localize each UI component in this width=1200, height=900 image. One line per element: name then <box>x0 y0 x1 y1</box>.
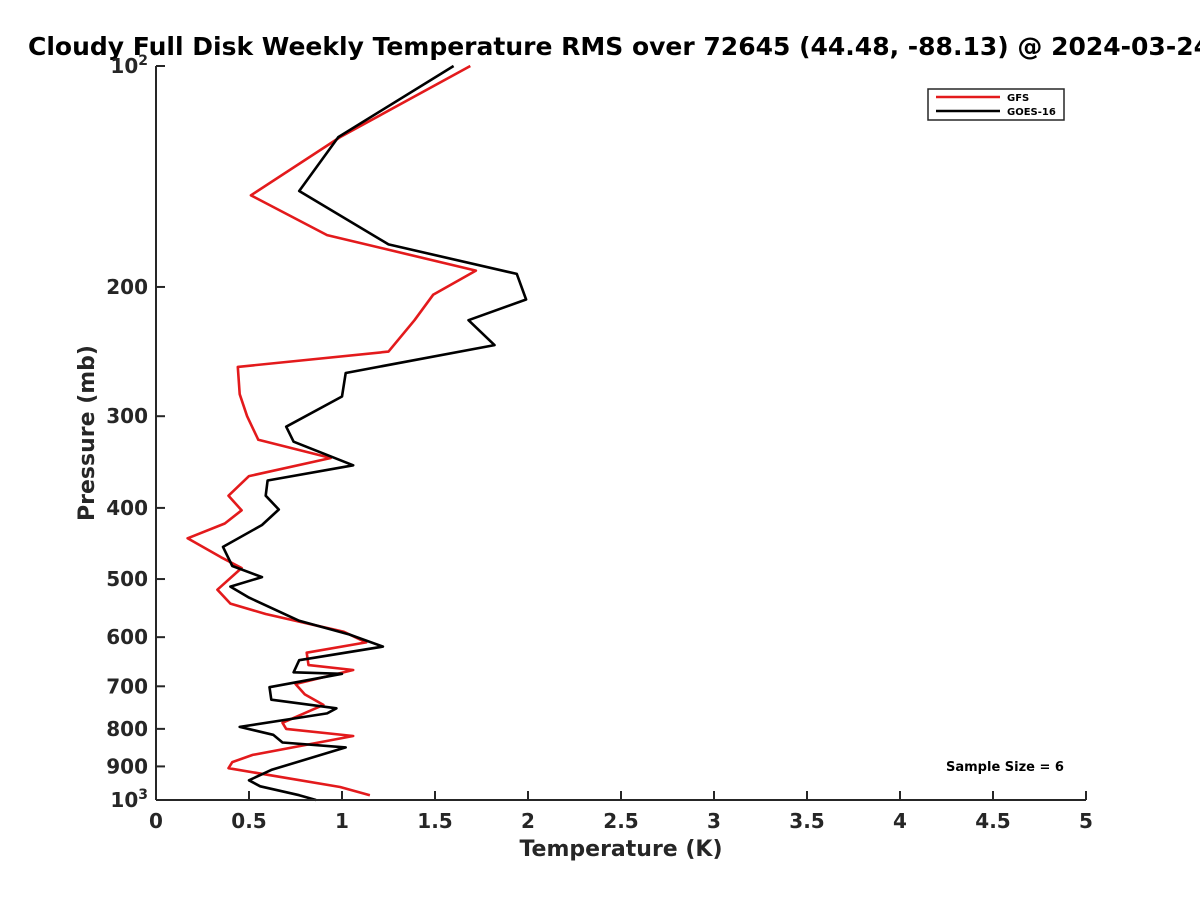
x-tick-label: 1 <box>335 809 349 833</box>
y-tick-label: 400 <box>106 496 148 520</box>
y-tick-label: 300 <box>106 404 148 428</box>
y-tick-exponent: 3 <box>138 787 148 803</box>
x-tick-label: 3.5 <box>789 809 824 833</box>
x-tick-label: 4 <box>893 809 907 833</box>
x-tick-label: 3 <box>707 809 721 833</box>
x-tick-label: 0 <box>149 809 163 833</box>
y-tick-label: 103 <box>110 787 148 812</box>
sample-size-annotation: Sample Size = 6 <box>946 760 1064 775</box>
plot-lines <box>186 64 528 802</box>
y-tick-label: 900 <box>106 754 148 778</box>
y-tick-label: 800 <box>106 717 148 741</box>
y-tick-label: 102 <box>110 53 148 78</box>
x-tick-label: 0.5 <box>231 809 266 833</box>
x-ticks: 0 0.5 1 1.5 2 2.5 3 3.5 4 4.5 5 <box>149 791 1093 833</box>
series-line-goes-16 <box>221 64 528 802</box>
y-tick-label: 700 <box>106 674 148 698</box>
x-tick-label: 4.5 <box>975 809 1010 833</box>
x-tick-label: 1.5 <box>417 809 452 833</box>
chart-title: Cloudy Full Disk Weekly Temperature RMS … <box>28 32 1200 61</box>
x-axis-label: Temperature (K) <box>519 837 722 862</box>
x-tick-label: 2.5 <box>603 809 638 833</box>
y-tick-label: 600 <box>106 625 148 649</box>
y-axis-label: Pressure (mb) <box>75 345 100 521</box>
legend-label-gfs: GFS <box>1007 93 1029 104</box>
legend-box <box>927 88 1065 121</box>
x-tick-label: 5 <box>1079 809 1093 833</box>
y-tick-base: 10 <box>110 788 138 812</box>
x-tick-label: 2 <box>521 809 535 833</box>
legend-label-goes16: GOES-16 <box>1007 107 1056 118</box>
y-tick-base: 10 <box>110 54 138 78</box>
y-tick-label: 200 <box>106 275 148 299</box>
y-tick-exponent: 2 <box>138 53 148 69</box>
y-tick-label: 500 <box>106 567 148 591</box>
series-line-gfs <box>186 64 478 797</box>
legend: GFS GOES-16 <box>927 88 1065 121</box>
